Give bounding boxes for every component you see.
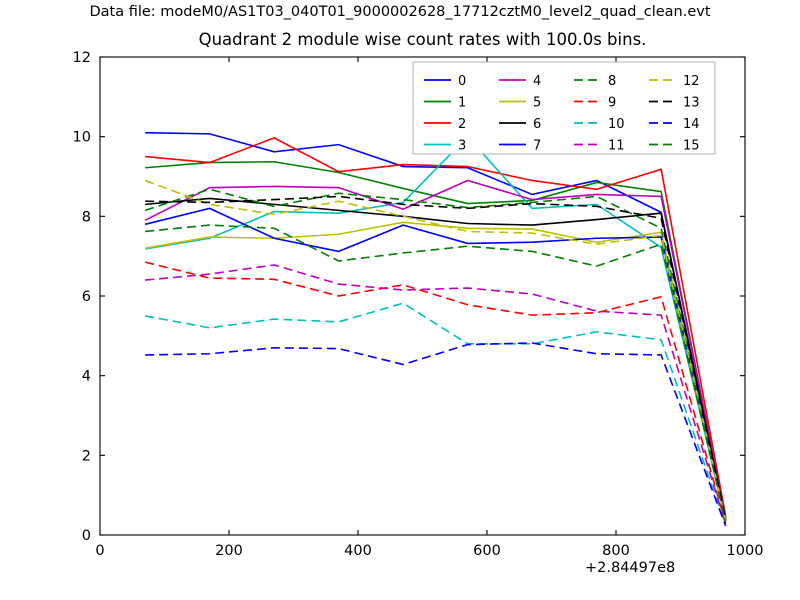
chart-title: Quadrant 2 module wise count rates with … [198, 30, 647, 49]
series-line-6 [145, 197, 727, 520]
x-tick-label: 200 [215, 543, 243, 559]
legend-label-3[interactable]: 3 [458, 139, 466, 154]
legend-box [412, 61, 716, 155]
legend-label-7[interactable]: 7 [533, 139, 541, 154]
legend-label-6[interactable]: 6 [533, 117, 541, 132]
y-tick-label: 4 [82, 369, 91, 385]
data-file-label: Data file: modeM0/AS1T03_040T01_90000026… [89, 4, 711, 20]
data-series-group [144, 131, 727, 527]
legend-label-2[interactable]: 2 [458, 117, 466, 132]
x-tick-label: 600 [473, 543, 501, 559]
series-line-10 [145, 302, 727, 526]
legend-label-9[interactable]: 9 [608, 96, 616, 111]
x-tick-label: 0 [95, 543, 104, 559]
series-line-4 [144, 179, 727, 519]
x-tick-label: 400 [344, 543, 372, 559]
y-tick-label: 6 [82, 289, 91, 305]
series-line-11 [145, 264, 727, 525]
legend-label-14[interactable]: 14 [683, 117, 700, 132]
series-line-15 [145, 224, 727, 523]
axes-frame [99, 56, 746, 536]
series-line-8 [144, 188, 727, 521]
series-line-3 [145, 135, 727, 522]
legend-label-1[interactable]: 1 [458, 96, 466, 111]
legend-label-10[interactable]: 10 [608, 117, 625, 132]
series-line-13 [145, 195, 727, 521]
legend-label-13[interactable]: 13 [683, 96, 700, 111]
series-line-14 [145, 342, 727, 527]
y-tick-label: 2 [82, 448, 91, 464]
series-line-5 [145, 221, 727, 521]
series-line-1 [145, 160, 727, 520]
series-line-2 [145, 136, 727, 517]
legend-label-15[interactable]: 15 [683, 139, 700, 154]
series-line-9 [144, 261, 727, 524]
series-line-0 [145, 131, 727, 519]
legend-label-5[interactable]: 5 [533, 96, 541, 111]
series-line-12 [144, 179, 727, 521]
y-tick-label: 0 [82, 528, 91, 544]
series-line-7 [144, 207, 727, 521]
x-axis-offset-text: +2.84497e8 [585, 560, 676, 576]
legend-label-4[interactable]: 4 [533, 74, 541, 89]
x-tick-label: 800 [602, 543, 630, 559]
legend-label-11[interactable]: 11 [608, 139, 625, 154]
legend-label-12[interactable]: 12 [683, 74, 700, 89]
legend-label-8[interactable]: 8 [608, 74, 616, 89]
y-tick-label: 12 [73, 50, 91, 66]
legend-label-0[interactable]: 0 [458, 74, 466, 89]
x-tick-label: 1000 [727, 543, 764, 559]
y-tick-label: 8 [82, 209, 91, 225]
y-tick-label: 10 [73, 130, 91, 146]
